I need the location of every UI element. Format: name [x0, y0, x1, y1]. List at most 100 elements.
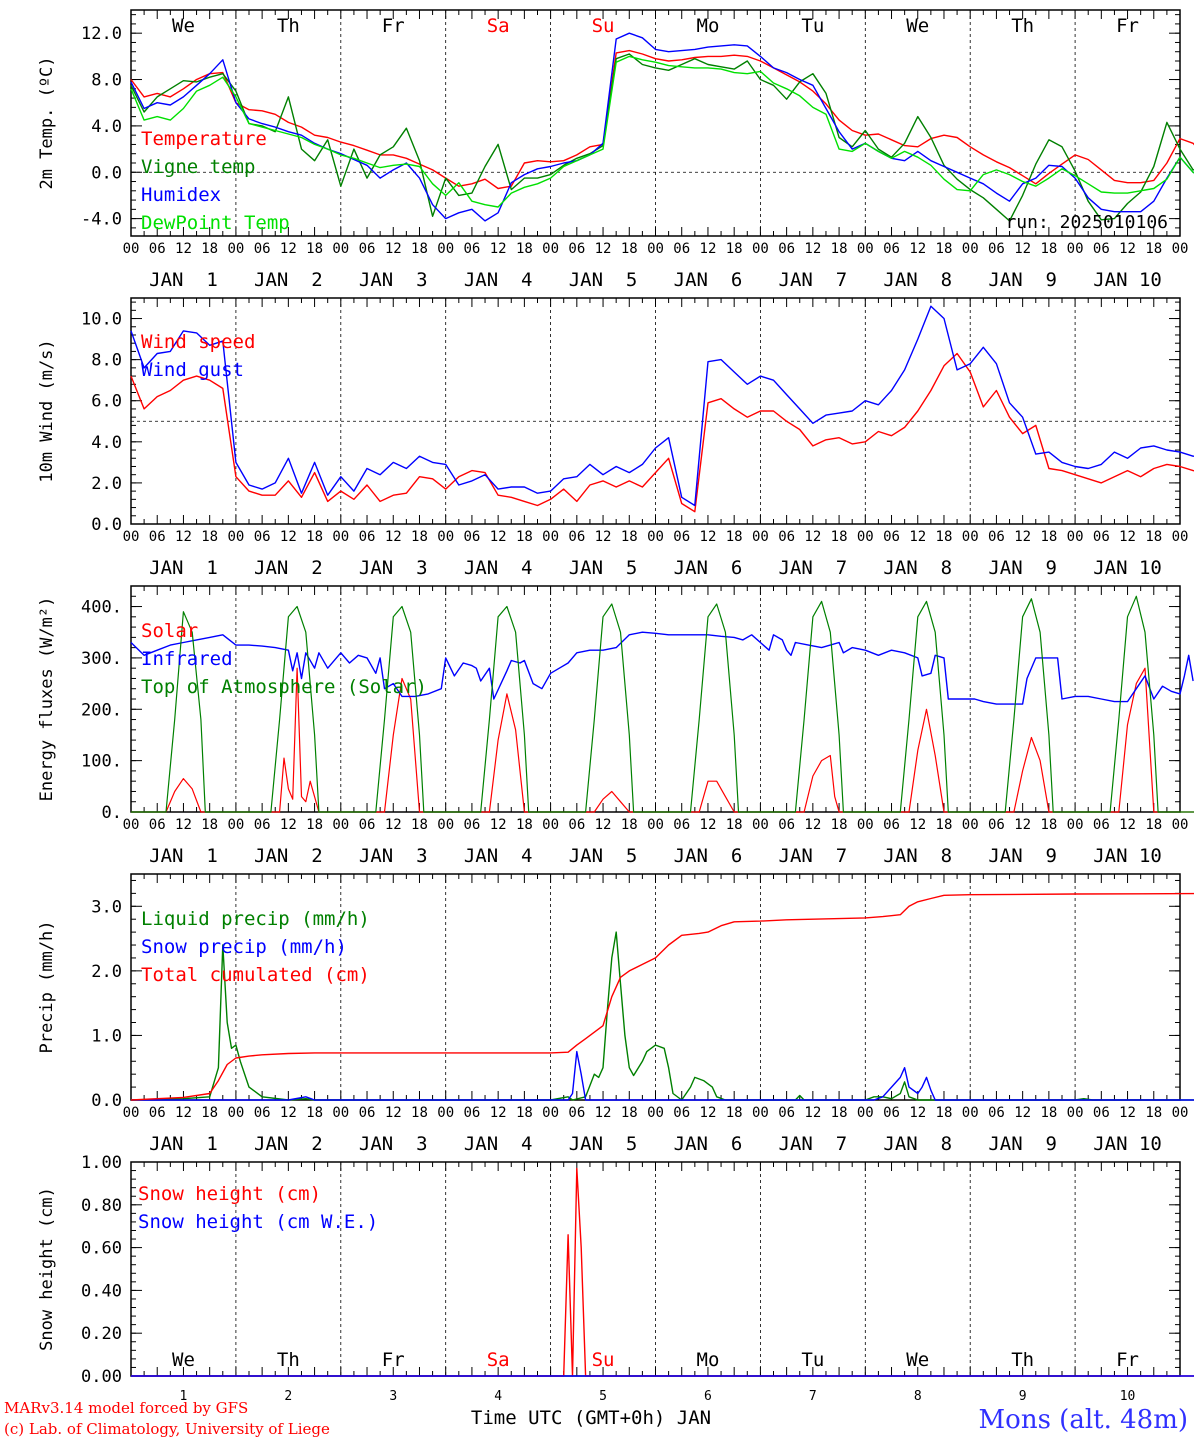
hour-tick-label: 06 — [1093, 529, 1110, 545]
date-label: JAN 3 — [359, 1133, 428, 1155]
y-tick-label: 200. — [81, 700, 122, 720]
date-label: JAN 10 — [1093, 269, 1162, 291]
hour-tick-label: 18 — [411, 529, 428, 545]
hour-tick-label: 12 — [1119, 529, 1136, 545]
hour-tick-label: 12 — [490, 241, 507, 257]
hour-tick-label: 00 — [542, 241, 559, 257]
hour-tick-label: 00 — [437, 529, 454, 545]
hour-tick-label: 06 — [568, 1105, 585, 1121]
hour-tick-label: 06 — [254, 241, 271, 257]
weekday-label: Su — [592, 15, 615, 37]
hour-tick-label: 12 — [804, 1105, 821, 1121]
day-number-label: 10 — [1120, 1389, 1136, 1404]
date-label: JAN 1 — [149, 845, 218, 867]
series-line-solar — [131, 667, 1194, 813]
y-axis-title: Energy fluxes (W/m²) — [37, 597, 57, 802]
hour-tick-label: 12 — [385, 817, 402, 833]
hour-tick-label: 06 — [359, 529, 376, 545]
hour-tick-label: 00 — [1067, 529, 1084, 545]
y-tick-label: 2.0 — [91, 962, 122, 982]
day-number-label: 6 — [704, 1389, 712, 1404]
hour-tick-label: 12 — [175, 529, 192, 545]
hour-tick-label: 00 — [752, 241, 769, 257]
hour-tick-label: 00 — [123, 241, 140, 257]
y-tick-label: 400. — [81, 598, 122, 618]
y-tick-label: 4.0 — [91, 433, 122, 453]
date-label: JAN 5 — [569, 269, 638, 291]
legend-entry: Snow precip (mm/h) — [141, 936, 347, 958]
weekday-label: We — [906, 1349, 929, 1371]
hour-tick-label: 06 — [568, 817, 585, 833]
y-tick-label: 4.0 — [91, 117, 122, 137]
run-annotation: run: 2025010106 — [1005, 212, 1168, 233]
hour-tick-label: 06 — [149, 1105, 166, 1121]
hour-tick-label: 00 — [542, 529, 559, 545]
hour-tick-label: 18 — [726, 1105, 743, 1121]
hour-tick-label: 06 — [359, 1105, 376, 1121]
hour-tick-label: 00 — [542, 1105, 559, 1121]
hour-tick-label: 00 — [123, 529, 140, 545]
hour-tick-label: 00 — [1067, 241, 1084, 257]
hour-tick-label: 00 — [962, 1105, 979, 1121]
hour-tick-label: 18 — [201, 241, 218, 257]
legend-entry: DewPoint Temp — [141, 212, 290, 234]
hour-tick-label: 18 — [621, 529, 638, 545]
hour-tick-label: 18 — [1145, 1105, 1162, 1121]
date-label: JAN 1 — [149, 1133, 218, 1155]
hour-tick-label: 18 — [621, 1105, 638, 1121]
date-label: JAN 8 — [883, 845, 952, 867]
hour-tick-label: 06 — [149, 529, 166, 545]
date-label: JAN 10 — [1093, 845, 1162, 867]
hour-tick-label: 12 — [804, 529, 821, 545]
y-tick-label: 2.0 — [91, 474, 122, 494]
hour-tick-label: 12 — [700, 817, 717, 833]
hour-tick-label: 06 — [149, 241, 166, 257]
hour-tick-label: 06 — [988, 1105, 1005, 1121]
hour-tick-label: 18 — [516, 241, 533, 257]
hour-tick-label: 06 — [254, 1105, 271, 1121]
hour-tick-label: 06 — [463, 241, 480, 257]
date-label: JAN 3 — [359, 557, 428, 579]
x-axis-title: Time UTC (GMT+0h) JAN — [471, 1407, 711, 1429]
hour-tick-label: 00 — [437, 1105, 454, 1121]
hour-tick-label: 18 — [726, 241, 743, 257]
hour-tick-label: 00 — [1067, 1105, 1084, 1121]
hour-tick-label: 00 — [227, 241, 244, 257]
hour-tick-label: 18 — [411, 1105, 428, 1121]
date-label: JAN 2 — [254, 557, 323, 579]
y-tick-label: 0.20 — [81, 1324, 122, 1344]
hour-tick-label: 06 — [673, 817, 690, 833]
hour-tick-label: 00 — [647, 529, 664, 545]
date-label: JAN 4 — [464, 1133, 533, 1155]
hour-tick-label: 18 — [831, 241, 848, 257]
y-tick-label: 100. — [81, 752, 122, 772]
hour-tick-label: 06 — [883, 241, 900, 257]
hour-tick-label: 12 — [909, 817, 926, 833]
date-label: JAN 4 — [464, 557, 533, 579]
hour-tick-label: 18 — [516, 1105, 533, 1121]
legend-entry: Wind speed — [141, 331, 255, 353]
y-axis-title: 2m Temp. (ºC) — [37, 56, 57, 189]
hour-tick-label: 00 — [1172, 529, 1189, 545]
hour-tick-label: 00 — [1172, 241, 1189, 257]
weekday-label: Su — [592, 1349, 615, 1371]
hour-tick-label: 12 — [595, 241, 612, 257]
hour-tick-label: 18 — [1040, 1105, 1057, 1121]
weekday-label: Fr — [382, 15, 405, 37]
panel-4: 0.0 1.0 2.0 3.0 Precip (mm/h) Liquid precip (… — [37, 873, 1194, 1155]
series-line-infrared — [130, 631, 1194, 705]
hour-tick-label: 00 — [542, 817, 559, 833]
panel-2: 0.0 2.0 4.0 6.0 8.0 10.0 10m Wind (m/s) Wind sp… — [37, 297, 1194, 579]
hour-tick-label: 12 — [1014, 817, 1031, 833]
weekday-label: Mo — [697, 15, 720, 37]
hour-tick-label: 18 — [306, 1105, 323, 1121]
station-name: Mons (alt. 48m) — [979, 1405, 1188, 1435]
y-tick-label: 0.0 — [91, 163, 122, 183]
date-label: JAN 10 — [1093, 1133, 1162, 1155]
hour-tick-label: 00 — [227, 1105, 244, 1121]
panel-5: 0.00 0.20 0.40 0.60 0.80 1.00 Snow height (cm)… — [37, 1153, 1194, 1429]
legend-entry: Top of Atmosphere (Solar) — [141, 676, 427, 698]
hour-tick-label: 18 — [831, 1105, 848, 1121]
date-label: JAN 2 — [254, 845, 323, 867]
